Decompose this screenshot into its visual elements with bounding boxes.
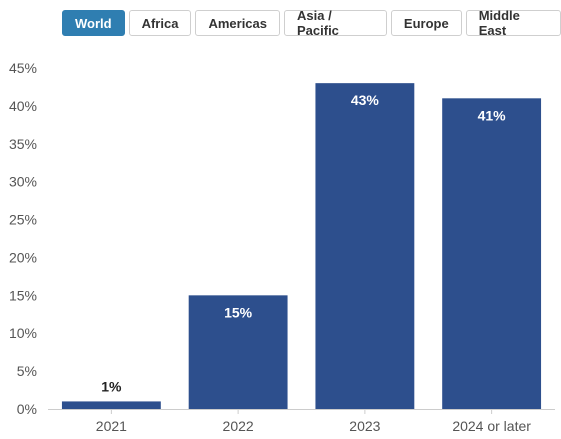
y-tick-label: 45% [9,60,37,76]
y-tick-label: 25% [9,212,37,228]
data-label: 43% [351,92,380,108]
x-tick-label: 2023 [349,418,380,434]
bar [61,401,161,409]
tab-asia-pacific[interactable]: Asia / Pacific [284,8,387,38]
tab-middle-east[interactable]: Middle East [465,8,561,38]
bar [188,295,288,409]
bar [315,83,415,410]
y-tick-label: 30% [9,174,37,190]
bar [442,98,542,410]
tab-africa[interactable]: Africa [128,10,192,36]
y-tick-label: 10% [9,325,37,341]
tab-world[interactable]: World [62,10,125,36]
y-tick-label: 35% [9,136,37,152]
x-tick-label: 2022 [223,418,254,434]
y-tick-label: 0% [17,401,37,417]
y-tick-label: 40% [9,98,37,114]
data-label: 41% [478,107,507,123]
data-label: 1% [101,378,122,394]
region-filter-tabs: World Africa Americas Asia / Pacific Eur… [62,8,561,38]
x-tick-label: 2024 or later [452,418,531,434]
y-tick-label: 15% [9,287,37,303]
x-tick-label: 2021 [96,418,127,434]
tab-europe[interactable]: Europe [390,10,462,36]
tab-americas[interactable]: Americas [195,10,280,36]
data-label: 15% [224,304,253,320]
y-tick-label: 5% [17,363,37,379]
y-tick-label: 20% [9,249,37,265]
